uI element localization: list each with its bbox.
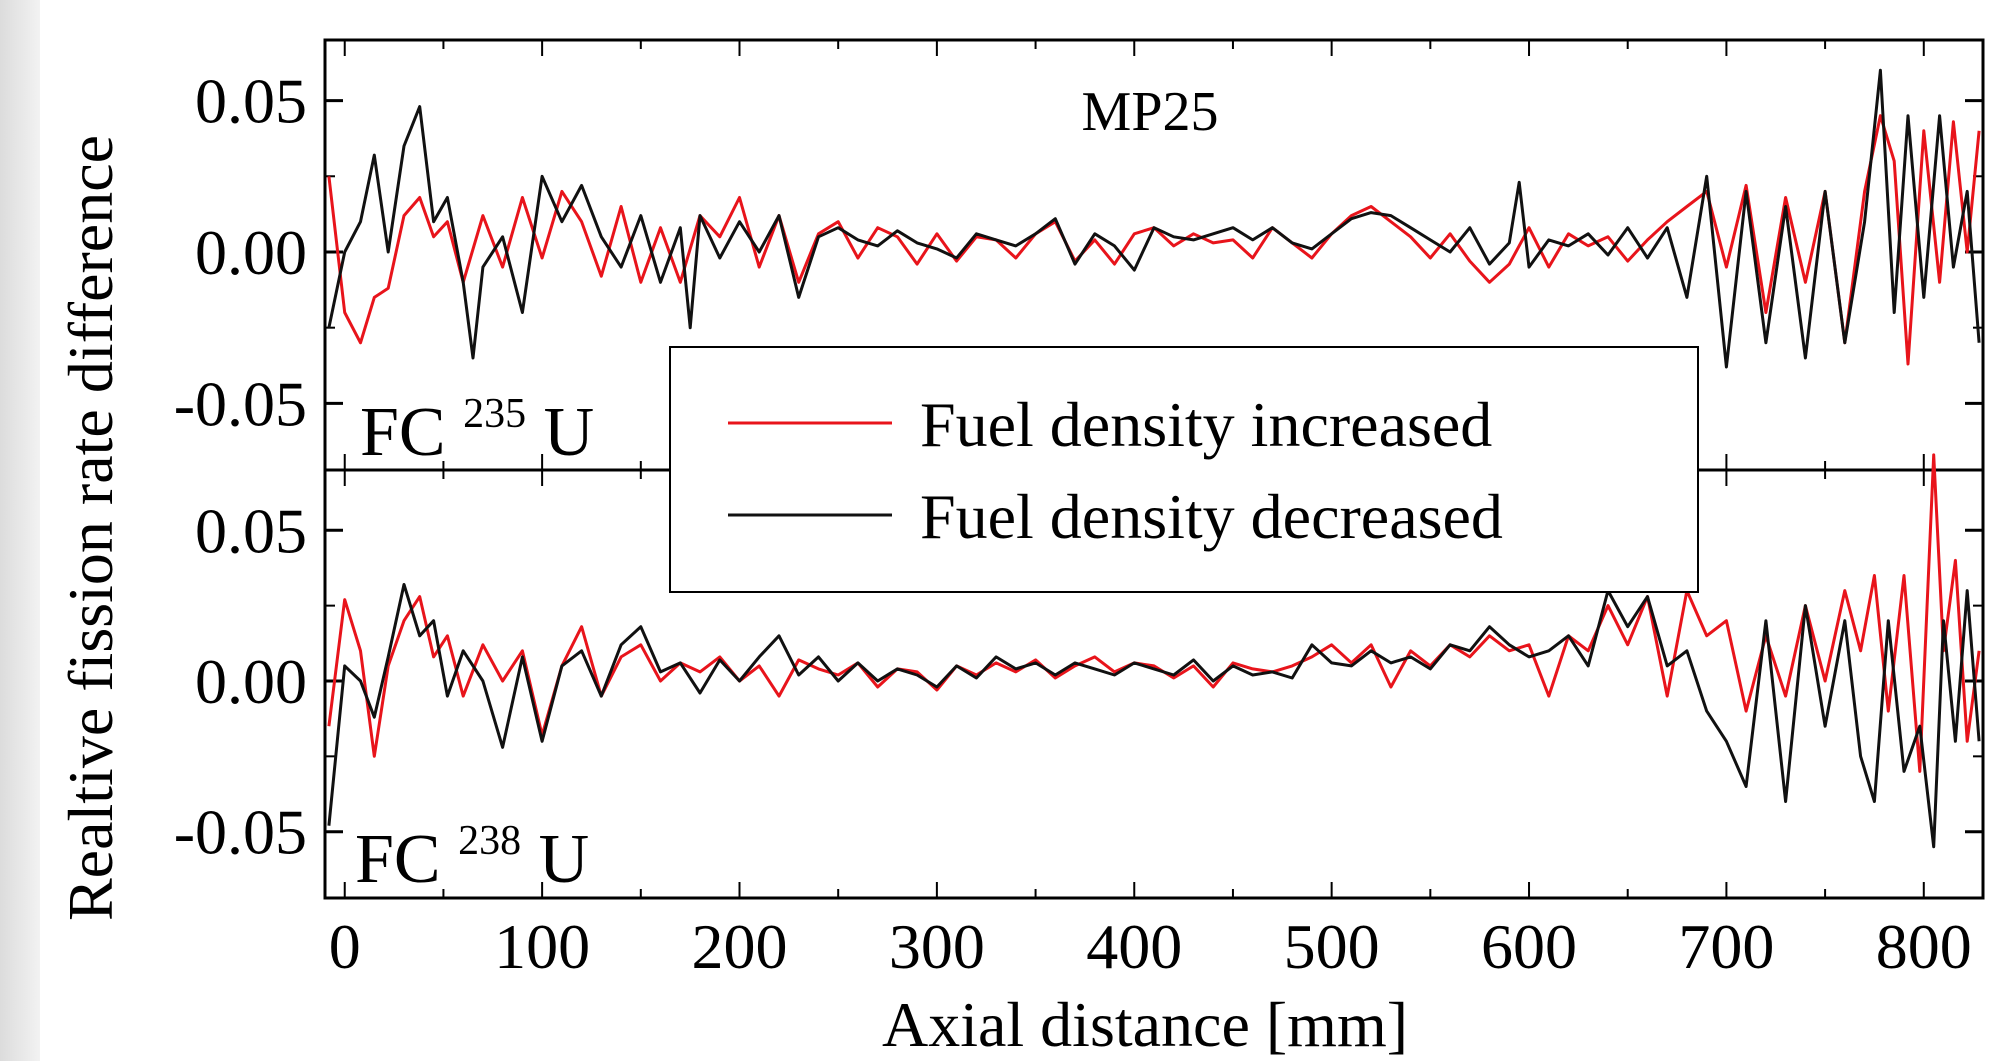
x-tick-label: 600 — [1481, 911, 1577, 982]
x-tick-label: 300 — [889, 911, 985, 982]
legend-label-increased: Fuel density increased — [920, 389, 1492, 460]
legend: Fuel density increased Fuel density decr… — [669, 346, 1699, 593]
panel-label-235u: FC 235 U — [360, 366, 594, 471]
y-tick-label: 0.05 — [195, 66, 307, 137]
legend-label-decreased: Fuel density decreased — [920, 481, 1503, 552]
x-axis: 0 100 200 300 400 500 600 700 800 — [329, 911, 1972, 982]
x-tick-label: 400 — [1086, 911, 1182, 982]
y-axis-title: Realtive fission rate difference — [55, 135, 126, 921]
series-line-decreased — [327, 583, 1981, 849]
y-tick-label: 0.05 — [195, 495, 307, 566]
x-axis-title: Axial distance [mm] — [882, 989, 1408, 1060]
panel-label-238u: FC 238 U — [355, 793, 589, 898]
left-edge-shade — [0, 0, 40, 1061]
x-tick-label: 200 — [692, 911, 788, 982]
series-line-decreased — [327, 68, 1981, 369]
x-tick-label: 100 — [494, 911, 590, 982]
x-tick-label: 0 — [329, 911, 361, 982]
x-tick-label: 800 — [1876, 911, 1972, 982]
panel-235u: 0.05 0.00 -0.05 — [174, 38, 1985, 472]
y-tick-label: 0.00 — [195, 217, 307, 288]
panel-title: MP25 — [1082, 81, 1219, 143]
x-tick-label: 700 — [1678, 911, 1774, 982]
y-tick-label: -0.05 — [174, 368, 307, 439]
y-tick-label: 0.00 — [195, 646, 307, 717]
x-tick-label: 500 — [1284, 911, 1380, 982]
y-tick-label: -0.05 — [174, 797, 307, 868]
legend-box — [669, 346, 1699, 593]
